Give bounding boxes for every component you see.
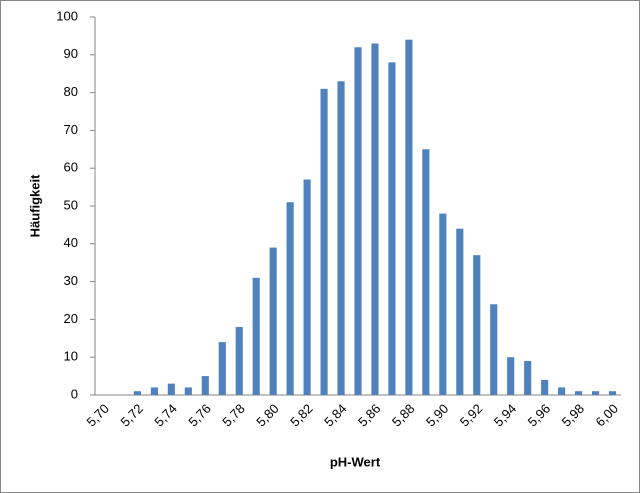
y-tick-label: 0 xyxy=(71,386,78,401)
bar xyxy=(269,247,277,395)
bar xyxy=(490,304,498,395)
x-axis-label: pH-Wert xyxy=(330,454,381,469)
y-axis-label: Häufigkeit xyxy=(27,174,42,238)
bar xyxy=(218,342,226,395)
bar xyxy=(133,391,141,395)
y-tick-label: 50 xyxy=(64,197,78,212)
bar xyxy=(320,88,328,395)
y-tick-label: 70 xyxy=(64,122,78,137)
y-tick-label: 10 xyxy=(64,349,78,364)
y-tick-label: 60 xyxy=(64,160,78,175)
bar xyxy=(524,360,532,395)
bar xyxy=(507,357,515,395)
y-tick-label: 30 xyxy=(64,273,78,288)
y-tick-label: 40 xyxy=(64,235,78,250)
bar xyxy=(371,43,379,396)
bar xyxy=(184,387,192,395)
bar xyxy=(439,213,447,395)
y-tick-label: 80 xyxy=(64,84,78,99)
bar xyxy=(591,391,600,395)
y-tick-label: 90 xyxy=(64,46,78,61)
bar xyxy=(252,277,260,395)
bar xyxy=(150,387,158,395)
bar xyxy=(405,39,413,396)
y-tick-label: 20 xyxy=(64,311,78,326)
bar xyxy=(235,326,243,395)
bar xyxy=(608,391,617,395)
bar xyxy=(354,47,362,396)
bar xyxy=(558,387,566,395)
bar xyxy=(337,81,345,395)
bar xyxy=(575,391,583,395)
y-tick-label: 100 xyxy=(56,8,78,23)
bar xyxy=(303,179,311,395)
bar xyxy=(541,379,549,395)
bar xyxy=(286,202,294,395)
bar xyxy=(473,255,481,395)
bar xyxy=(422,149,430,395)
bar xyxy=(167,383,175,395)
bar xyxy=(388,62,396,396)
bar xyxy=(201,376,209,395)
bar xyxy=(456,228,464,395)
